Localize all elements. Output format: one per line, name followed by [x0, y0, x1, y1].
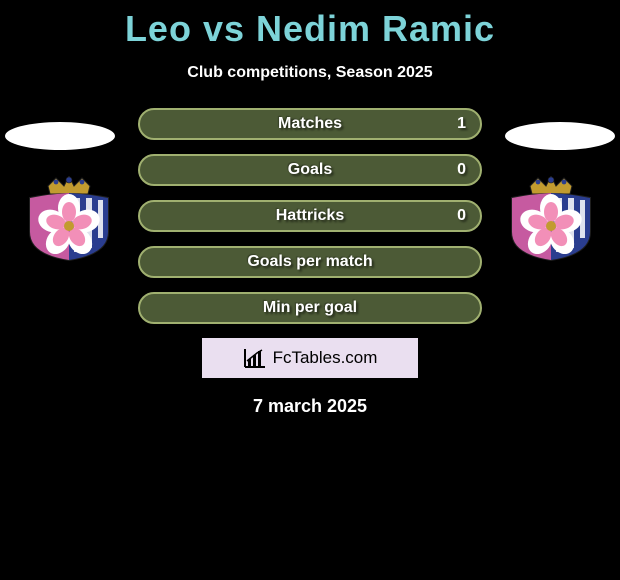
stat-label: Min per goal [263, 299, 357, 317]
stat-row-goals-per-match: Goals per match [138, 246, 482, 278]
player-photo-right [505, 122, 615, 150]
stat-row-goals: Goals 0 [138, 154, 482, 186]
stats-container: Matches 1 Goals 0 Hattricks 0 Goals per … [138, 108, 482, 324]
page-subtitle: Club competitions, Season 2025 [0, 64, 620, 82]
footer-date: 7 march 2025 [0, 396, 620, 417]
stat-right-value: 1 [457, 115, 466, 133]
club-crest-right [500, 176, 602, 262]
club-crest-left [18, 176, 120, 262]
stat-row-matches: Matches 1 [138, 108, 482, 140]
stat-label: Goals [288, 161, 332, 179]
brand-text: FcTables.com [273, 348, 378, 368]
stat-row-hattricks: Hattricks 0 [138, 200, 482, 232]
stat-label: Goals per match [247, 253, 372, 271]
stat-label: Matches [278, 115, 342, 133]
bar-chart-icon [243, 347, 267, 369]
brand-box[interactable]: FcTables.com [202, 338, 418, 378]
page-title: Leo vs Nedim Ramic [0, 0, 620, 50]
stat-right-value: 0 [457, 161, 466, 179]
stat-label: Hattricks [276, 207, 344, 225]
stat-row-min-per-goal: Min per goal [138, 292, 482, 324]
stat-right-value: 0 [457, 207, 466, 225]
player-photo-left [5, 122, 115, 150]
